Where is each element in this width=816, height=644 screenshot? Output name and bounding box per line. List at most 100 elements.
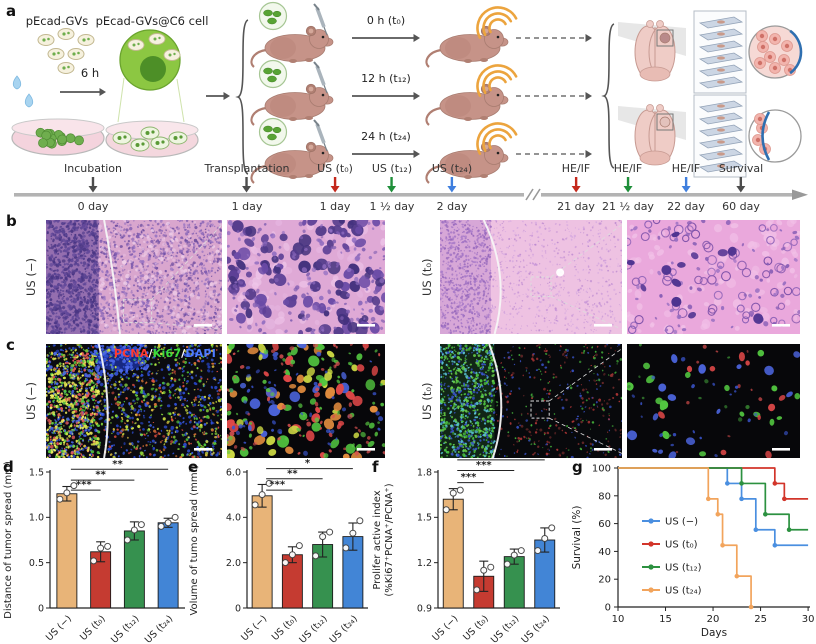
- legend-label: US (t₁₂): [665, 563, 702, 574]
- timeline-day-label: 1 ½ day: [369, 200, 415, 213]
- significance-label: ***: [76, 480, 92, 491]
- data-point: [281, 559, 289, 567]
- timeline-event-label: Incubation: [63, 162, 123, 175]
- survival-line-US (t₂₄): [618, 467, 752, 607]
- mouse-tail: [425, 164, 442, 184]
- data-point: [442, 506, 450, 514]
- legend-label: US (−): [665, 517, 698, 528]
- ultrasound-waves-icon: [476, 64, 518, 97]
- data-point: [480, 566, 488, 574]
- scale-bar: [357, 448, 375, 451]
- injection-time-label-1: 12 h (t₁₂): [361, 72, 411, 85]
- scale-bar: [772, 448, 790, 451]
- tumor-border-line: [103, 220, 121, 334]
- petri-dish-icon: [11, 118, 105, 156]
- timeline-day-label: 22 day: [667, 200, 705, 213]
- he-image-us-t0-overview: [440, 220, 622, 334]
- data-point: [63, 489, 71, 497]
- data-point: [171, 513, 179, 521]
- significance-label: **: [287, 468, 298, 479]
- injection-time-label-0: 0 h (t₀): [366, 14, 406, 27]
- panel-letter-d: d: [3, 458, 14, 476]
- data-point: [97, 544, 105, 552]
- magnified-gvs-icon: [258, 59, 288, 89]
- timeline-down-arrow-icon: [736, 177, 746, 193]
- timeline-day-label: 0 day: [77, 200, 109, 213]
- data-point: [456, 486, 464, 494]
- timeline-day-label: 2 day: [436, 200, 468, 213]
- bar-chart-proliferation: 0.91.21.51.8US (−) US (t₀)US (t₁₂)US (t₂₄…: [372, 458, 560, 644]
- workflow-schematic: [11, 1, 808, 201]
- tumor-border-line: [488, 344, 503, 458]
- survival-line-US (t₁₂): [618, 467, 809, 531]
- x-axis-label: Days: [701, 627, 727, 639]
- he-image-us-neg-zoom: [227, 220, 385, 334]
- timeline-day-label: 1 day: [231, 200, 263, 213]
- brain-slices-icon: [693, 10, 747, 94]
- timeline-event: US (t₁₂) 1 ½ day: [370, 162, 415, 213]
- timeline-event-label: HE/IF: [613, 162, 643, 175]
- timeline-down-arrow-icon: [242, 177, 252, 193]
- timeline-event: US (t₂₄) 2 day: [432, 162, 472, 213]
- bar-US (−): [251, 495, 273, 609]
- he-image-us-t0-zoom: [627, 220, 800, 334]
- timeline-event-label: HE/IF: [671, 162, 701, 175]
- y-axis-label: Volume of tumo spread (mm³): [189, 464, 200, 615]
- bar-US (t₂₄): [157, 522, 179, 609]
- data-point: [137, 521, 145, 529]
- timeline-down-arrow-icon: [330, 177, 340, 193]
- timeline-event: Transplantation 1 day: [205, 162, 290, 213]
- timeline-down-arrow-icon: [571, 177, 581, 193]
- data-point: [356, 517, 364, 525]
- mouse-icon: [250, 59, 334, 126]
- timeline-bar: [14, 188, 808, 201]
- data-point: [295, 542, 303, 550]
- panel-letter-c: c: [6, 336, 15, 354]
- data-point: [541, 534, 549, 542]
- survival-line-US (−): [618, 467, 809, 547]
- timeline-event: HE/IF 21 ½ day: [602, 162, 654, 213]
- row-label-he-us-neg: US (−): [24, 258, 38, 296]
- data-point: [473, 586, 481, 594]
- row-label-if-us-t0: US (t₀): [420, 382, 434, 420]
- schematic-art: [11, 1, 808, 201]
- row-label-if-us-neg: US (−): [24, 382, 38, 420]
- mouse-tail: [250, 48, 267, 68]
- timeline-down-arrow-icon: [681, 177, 691, 193]
- data-point: [548, 524, 556, 532]
- timeline-day-label: 60 day: [722, 200, 760, 213]
- data-point: [123, 536, 131, 544]
- data-point: [503, 560, 511, 568]
- significance-label: **: [112, 459, 123, 470]
- bar-chart-distance: 00.51.01.5US (−) US (t₀) US (t₁₂) US (t₂₄)*…: [3, 459, 185, 644]
- brain-slices-icon: [693, 94, 747, 178]
- mouse-tail: [250, 164, 267, 184]
- data-point: [258, 491, 266, 499]
- mouse-tail: [425, 106, 442, 126]
- ultrasound-waves-icon: [476, 122, 518, 155]
- stain-legend: PCNA/Ki67/DAPI: [114, 347, 216, 360]
- y-axis-label: (%Ki67⁺PCNA⁺/PCNA⁺): [384, 483, 395, 596]
- data-point: [251, 501, 259, 509]
- c6-cell-label: pEcad-GVs@C6 cell: [95, 14, 209, 28]
- if-image-us-t0-overview: [440, 344, 622, 458]
- data-point: [164, 519, 172, 527]
- data-point: [510, 551, 518, 559]
- gvs-label: pEcad-GVs: [25, 14, 89, 28]
- timeline-event: HE/IF 21 day: [557, 162, 595, 213]
- mouse-icon: [425, 6, 518, 68]
- tumor-border-line: [482, 220, 502, 334]
- tumor-border-line: [97, 344, 109, 458]
- timeline-event: Survival 60 day: [719, 162, 763, 213]
- stain-pcna: PCNA: [113, 347, 149, 360]
- data-point: [342, 544, 350, 552]
- timeline-event-label: US (t₀): [317, 162, 353, 175]
- timeline-down-arrow-icon: [447, 177, 457, 193]
- scale-bar: [594, 324, 612, 327]
- data-point: [312, 552, 320, 560]
- data-point: [70, 482, 78, 490]
- timeline-down-arrow-icon: [387, 177, 397, 193]
- brain-icon: [618, 20, 686, 82]
- zoom-region-box: [530, 276, 552, 297]
- y-axis-label: Survival (%): [571, 506, 583, 570]
